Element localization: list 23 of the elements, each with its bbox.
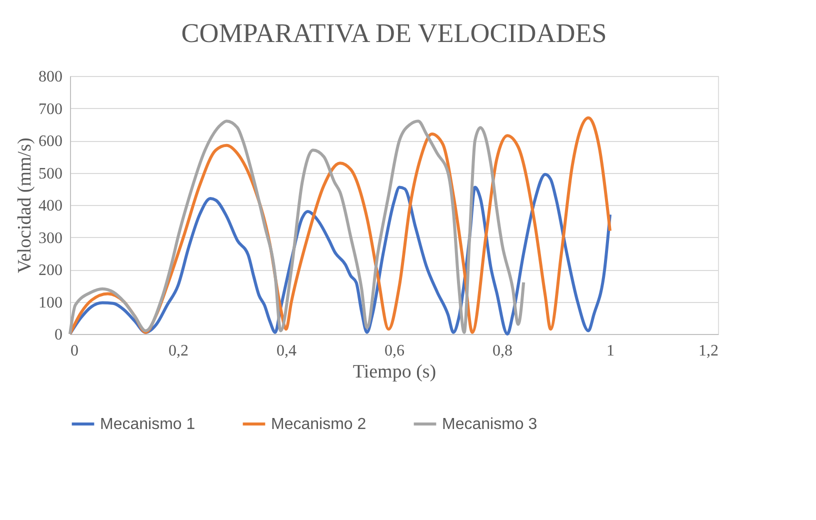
y-tick-label: 200 bbox=[38, 262, 62, 279]
x-tick-label: 0,6 bbox=[384, 342, 404, 360]
x-tick-label: 1 bbox=[606, 342, 614, 360]
y-tick-label: 100 bbox=[38, 294, 62, 312]
x-tick-label: 0,2 bbox=[168, 342, 188, 360]
x-tick-label: 1,2 bbox=[698, 342, 718, 360]
x-axis-title: Tiempo (s) bbox=[352, 362, 436, 382]
line-series bbox=[68, 120, 526, 336]
legend-label: Mecanismo 3 bbox=[442, 416, 538, 433]
x-tick-label: 0,4 bbox=[276, 342, 296, 360]
y-tick-label: 500 bbox=[38, 165, 62, 182]
y-tick-label: 300 bbox=[38, 230, 62, 247]
x-tick-label: 0 bbox=[70, 342, 78, 360]
y-tick-label: 700 bbox=[38, 100, 62, 118]
legend-label: Mecanismo 1 bbox=[100, 416, 196, 433]
y-tick-label: 800 bbox=[38, 68, 62, 86]
y-tick-label: 400 bbox=[38, 198, 62, 214]
chart-title: COMPARATIVA DE VELOCIDADES bbox=[181, 18, 607, 48]
x-tick-label: 0,8 bbox=[492, 342, 512, 360]
y-tick-label: 600 bbox=[38, 133, 62, 150]
y-tick-label: 0 bbox=[54, 326, 62, 344]
y-axis-title: Velocidad (mm/s) bbox=[14, 138, 36, 274]
legend-label: Mecanismo 2 bbox=[271, 416, 366, 433]
